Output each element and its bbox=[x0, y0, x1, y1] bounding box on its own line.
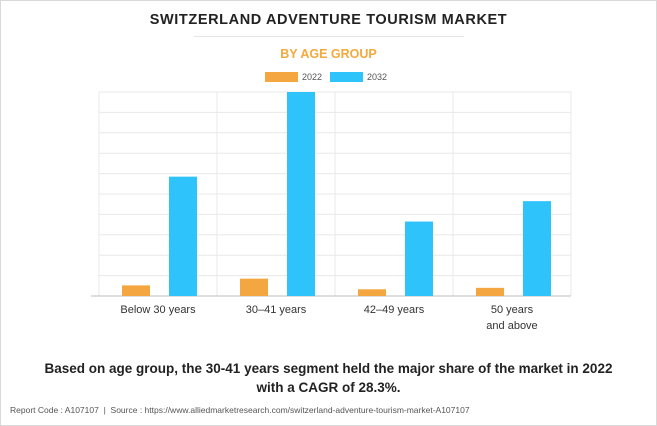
bar-2032-2 bbox=[405, 221, 433, 296]
legend-label-2022: 2022 bbox=[302, 72, 323, 82]
footer: Report Code : A107107 | Source : https:/… bbox=[10, 405, 470, 415]
report-code: Report Code : A107107 bbox=[10, 405, 99, 415]
legend-label-2032: 2032 bbox=[367, 72, 388, 82]
chart-subtitle: BY AGE GROUP bbox=[280, 47, 377, 61]
x-tick-label: Below 30 years bbox=[120, 304, 196, 316]
title-divider bbox=[194, 36, 464, 37]
bar-2032-0 bbox=[169, 176, 197, 296]
footer-separator: | bbox=[103, 405, 106, 415]
legend-swatch-2032 bbox=[330, 72, 364, 82]
source-link[interactable]: Source : https://www.alliedmarketresearc… bbox=[110, 405, 470, 415]
x-tick-label: 50 years bbox=[491, 304, 534, 316]
legend-swatch-2022 bbox=[265, 72, 298, 82]
summary-note-line-2: with a CAGR of 28.3%. bbox=[256, 380, 401, 395]
bar-2032-1 bbox=[287, 92, 315, 296]
legend-item-2032: 2032 bbox=[330, 72, 387, 82]
bar-2022-0 bbox=[122, 285, 150, 296]
chart-title: SWITZERLAND ADVENTURE TOURISM MARKET bbox=[149, 12, 508, 28]
bar-2022-2 bbox=[358, 289, 386, 296]
legend-item-2022: 2022 bbox=[265, 72, 322, 82]
x-tick-label: 42–49 years bbox=[364, 304, 425, 316]
x-tick-label: and above bbox=[486, 320, 537, 332]
bar-2032-3 bbox=[523, 201, 551, 296]
x-tick-label: 30–41 years bbox=[246, 304, 307, 316]
summary-note: Based on age group, the 30-41 years segm… bbox=[1, 359, 656, 397]
summary-note-line-1: Based on age group, the 30-41 years segm… bbox=[44, 361, 613, 376]
legend: 2022 2032 bbox=[265, 72, 395, 82]
bar-2022-1 bbox=[240, 278, 268, 296]
bar-2022-3 bbox=[476, 287, 504, 296]
